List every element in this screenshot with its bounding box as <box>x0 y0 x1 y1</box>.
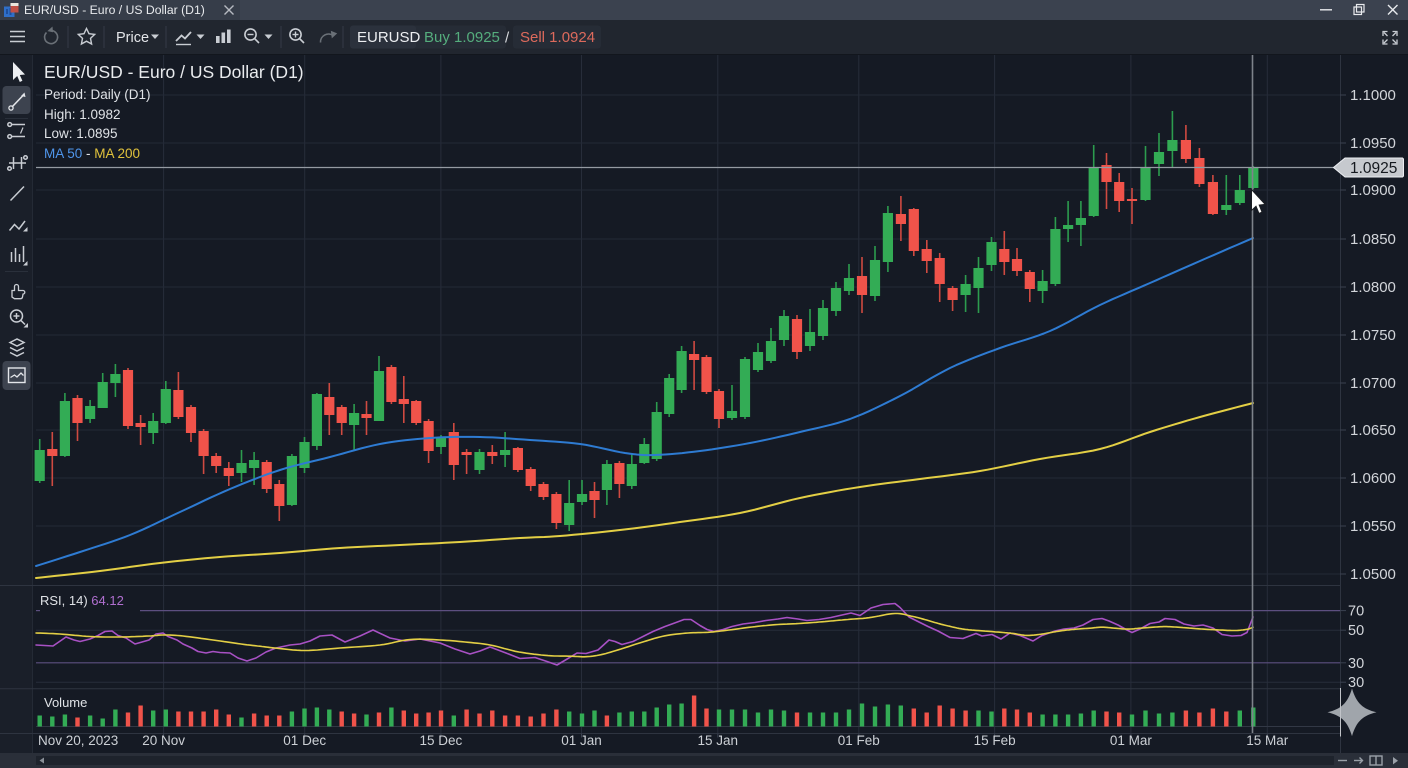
svg-text:1.1000: 1.1000 <box>1350 87 1396 104</box>
svg-text:RSI, 14) 64.12: RSI, 14) 64.12 <box>40 593 124 608</box>
svg-text:01 Feb: 01 Feb <box>838 733 880 748</box>
svg-text:1.0550: 1.0550 <box>1350 518 1396 535</box>
svg-text:/: / <box>505 30 510 47</box>
svg-text:1.0925: 1.0925 <box>1350 160 1397 177</box>
svg-text:01 Dec: 01 Dec <box>283 733 326 748</box>
svg-text:Period: Daily (D1): Period: Daily (D1) <box>44 87 151 102</box>
svg-text:15 Mar: 15 Mar <box>1246 733 1289 748</box>
svg-text:30: 30 <box>1348 656 1364 672</box>
svg-text:MA 50 - MA 200: MA 50 - MA 200 <box>44 146 140 161</box>
svg-text:Low: 1.0895: Low: 1.0895 <box>44 126 118 141</box>
svg-text:1.0850: 1.0850 <box>1350 231 1396 248</box>
svg-text:20 Nov: 20 Nov <box>142 733 185 748</box>
svg-text:15 Dec: 15 Dec <box>420 733 463 748</box>
svg-text:01 Jan: 01 Jan <box>561 733 602 748</box>
svg-text:Volume: Volume <box>44 695 87 710</box>
svg-text:1.0700: 1.0700 <box>1350 375 1396 392</box>
svg-text:EUR/USD - Euro / US Dollar (D1: EUR/USD - Euro / US Dollar (D1) <box>44 62 304 82</box>
svg-text:15 Feb: 15 Feb <box>974 733 1016 748</box>
svg-text:Price: Price <box>116 30 149 46</box>
svg-text:15 Jan: 15 Jan <box>698 733 739 748</box>
svg-text:1.0750: 1.0750 <box>1350 327 1396 344</box>
svg-text:70: 70 <box>1348 604 1364 620</box>
svg-text:1.0800: 1.0800 <box>1350 279 1396 296</box>
svg-text:1.0950: 1.0950 <box>1350 135 1396 152</box>
svg-text:01 Mar: 01 Mar <box>1110 733 1153 748</box>
svg-text:Nov 20, 2023: Nov 20, 2023 <box>38 733 118 748</box>
svg-text:1.0900: 1.0900 <box>1350 182 1396 199</box>
svg-text:Sell 1.0924: Sell 1.0924 <box>520 29 595 46</box>
svg-text:Buy 1.0925: Buy 1.0925 <box>424 29 500 46</box>
svg-text:1.0500: 1.0500 <box>1350 566 1396 583</box>
svg-text:EURUSD: EURUSD <box>357 29 421 46</box>
svg-text:High: 1.0982: High: 1.0982 <box>44 107 121 122</box>
svg-text:1.0600: 1.0600 <box>1350 470 1396 487</box>
svg-text:1.0650: 1.0650 <box>1350 422 1396 439</box>
svg-text:50: 50 <box>1348 623 1364 639</box>
svg-text:30: 30 <box>1348 675 1364 691</box>
